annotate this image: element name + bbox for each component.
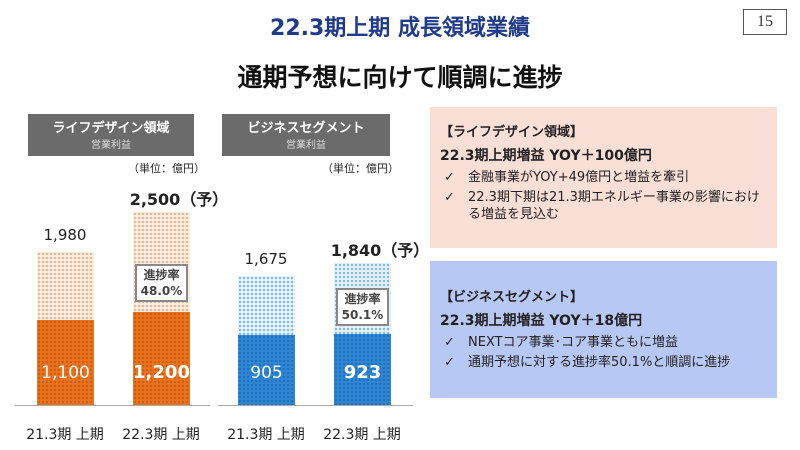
progress-label: 進捗率 [143,267,180,282]
item-text: 通期予想に対する進捗率50.1%と順調に進捗 [468,355,731,370]
first-half-bar: 923 [334,333,391,405]
full-year-bar: 1,200 進捗率 48.0% [133,211,190,405]
full-year-value-label: 1,840（予） [330,240,430,260]
check-icon: ✓ [444,190,455,205]
list-item: ✓ 通期予想に対する進捗率50.1%と順調に進捗 [440,354,767,371]
list-item: ✓ 22.3期下期は21.3期エネルギー事業の影響における増益を見込む [440,189,767,223]
check-icon: ✓ [444,355,455,370]
unit-label: （単位：億円） [322,162,399,175]
full-year-bar: 905 [238,275,295,405]
item-text: 金融事業がYOY+49億円と増益を牽引 [468,170,690,185]
chart-title: ビジネスセグメント [247,121,365,136]
x-tick-label: 21.3期 上期 [26,427,104,443]
progress-label: 進捗率 [344,291,381,306]
list-item: ✓ 金融事業がYOY+49億円と増益を牽引 [440,169,767,186]
slide-title: 22.3期上期 成長領域業績 [270,16,530,41]
full-year-bar: 1,100 [37,251,94,405]
business-summary: 【ビジネスセグメント】 22.3期上期増益 YOY＋18億円 ✓ NEXTコア事業… [430,261,777,398]
slide-subtitle: 通期予想に向けて順調に進捗 [237,63,563,92]
full-year-bar: 923 進捗率 50.1% [334,262,391,405]
full-year-value-label: 2,500（予） [129,189,229,209]
first-half-label: 923 [343,361,382,383]
chart-header-life-design: ライフデザイン領域 営業利益 [28,114,194,156]
chart-subtitle: 営業利益 [286,140,326,151]
progress-rate-badge: 進捗率 48.0% [135,263,188,302]
chart-header-business: ビジネスセグメント 営業利益 [222,114,390,156]
full-year-value-label: 1,980 [43,225,87,244]
x-tick-label: 22.3期 上期 [122,427,200,443]
life-design-summary: 【ライフデザイン領域】 22.3期上期増益 YOY＋100億円 ✓ 金融事業がYO… [430,107,777,248]
first-half-label: 1,200 [133,362,190,383]
check-icon: ✓ [444,170,455,185]
chart-title: ライフデザイン領域 [52,121,170,136]
box-heading: 【ライフデザイン領域】 [440,125,584,140]
full-year-segment [238,275,295,336]
box-yoy: 22.3期上期増益 YOY＋18億円 [440,313,643,329]
box-heading: 【ビジネスセグメント】 [440,290,584,305]
axis-line [218,405,413,406]
item-text: 22.3期下期は21.3期エネルギー事業の影響における増益を見込む [468,190,760,222]
x-tick-label: 22.3期 上期 [323,427,401,443]
x-tick-label: 21.3期 上期 [227,427,305,443]
first-half-bar: 1,200 [133,312,190,405]
item-text: NEXTコア事業･コア事業ともに増益 [468,335,679,350]
box-yoy: 22.3期上期増益 YOY＋100億円 [440,148,652,164]
full-year-segment [37,251,94,320]
first-half-label: 905 [250,362,283,383]
first-half-label: 1,100 [41,362,90,383]
first-half-bar: 1,100 [37,319,94,405]
check-icon: ✓ [444,335,455,350]
list-item: ✓ NEXTコア事業･コア事業ともに増益 [440,334,767,351]
progress-value: 48.0% [140,283,183,298]
chart-subtitle: 営業利益 [91,140,131,151]
progress-value: 50.1% [341,307,384,322]
unit-label: （単位：億円） [128,162,205,175]
full-year-value-label: 1,675 [244,249,288,268]
progress-rate-badge: 進捗率 50.1% [336,287,389,326]
page-number: 15 [743,9,787,35]
first-half-bar: 905 [238,335,295,405]
axis-line [15,405,210,406]
